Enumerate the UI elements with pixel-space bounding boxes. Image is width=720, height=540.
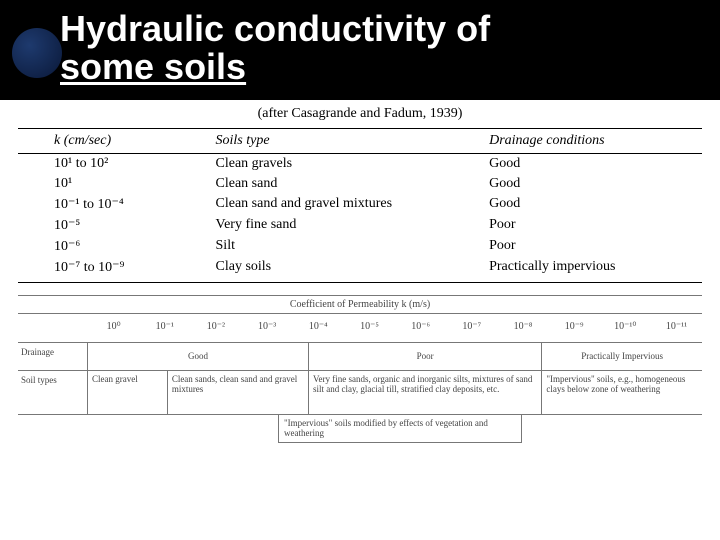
permeability-chart: Coefficient of Permeability k (m/s) 10⁰ … (18, 295, 702, 443)
soil-label: Soil types (18, 371, 88, 414)
lower-caption: Coefficient of Permeability k (m/s) (18, 295, 702, 314)
cell-k: 10⁻⁵ (18, 215, 210, 236)
title-line-2: some soils (60, 48, 700, 86)
soil-sands: Clean sands, clean sand and gravel mixtu… (168, 371, 309, 414)
cell-drain: Good (483, 174, 702, 194)
slide-header: Hydraulic conductivity of some soils (0, 0, 720, 100)
drain-good: Good (88, 343, 309, 370)
cell-soil: Clay soils (210, 257, 484, 283)
table-row: 10⁻⁵ Very fine sand Poor (18, 215, 702, 236)
scale-tick: 10⁻⁶ (395, 321, 446, 332)
scale-tick: 10⁻⁴ (293, 321, 344, 332)
cell-drain: Poor (483, 236, 702, 257)
scale-tick: 10⁻⁸ (497, 321, 548, 332)
cell-soil: Clean gravels (210, 154, 484, 175)
table-row: 10¹ to 10² Clean gravels Good (18, 154, 702, 175)
scale-tick: 10⁻⁵ (344, 321, 395, 332)
col-header-soil: Soils type (210, 129, 484, 154)
slide-content: (after Casagrande and Fadum, 1939) k (cm… (0, 100, 720, 451)
scale-row: 10⁰ 10⁻¹ 10⁻² 10⁻³ 10⁻⁴ 10⁻⁵ 10⁻⁶ 10⁻⁷ 1… (18, 317, 702, 343)
soil-band: Soil types Clean gravel Clean sands, cle… (18, 371, 702, 415)
table-caption: (after Casagrande and Fadum, 1939) (18, 106, 702, 122)
soil-impervious: "Impervious" soils, e.g., homogeneous cl… (542, 371, 702, 414)
drain-poor: Poor (309, 343, 542, 370)
weathering-note: "Impervious" soils modified by effects o… (278, 415, 522, 443)
cell-k: 10⁻¹ to 10⁻⁴ (18, 194, 210, 215)
slide-title: Hydraulic conductivity of some soils (60, 10, 700, 86)
drainage-cells: Good Poor Practically Impervious (88, 343, 702, 370)
cell-soil: Very fine sand (210, 215, 484, 236)
scale-tick: 10⁻² (190, 321, 241, 332)
cell-drain: Practically impervious (483, 257, 702, 283)
table-row: 10¹ Clean sand Good (18, 174, 702, 194)
scale-tick: 10⁻⁷ (446, 321, 497, 332)
soil-fine: Very fine sands, organic and inorganic s… (309, 371, 542, 414)
cell-drain: Good (483, 154, 702, 175)
cell-k: 10¹ to 10² (18, 154, 210, 175)
conductivity-table: k (cm/sec) Soils type Drainage condition… (18, 128, 702, 283)
cell-k: 10⁻⁶ (18, 236, 210, 257)
table-row: 10⁻⁷ to 10⁻⁹ Clay soils Practically impe… (18, 257, 702, 283)
cell-soil: Clean sand (210, 174, 484, 194)
scale-tick: 10⁻³ (242, 321, 293, 332)
cell-soil: Clean sand and gravel mixtures (210, 194, 484, 215)
table-row: 10⁻⁶ Silt Poor (18, 236, 702, 257)
col-header-k: k (cm/sec) (18, 129, 210, 154)
cell-drain: Good (483, 194, 702, 215)
cell-drain: Poor (483, 215, 702, 236)
cell-soil: Silt (210, 236, 484, 257)
drain-impervious: Practically Impervious (542, 343, 702, 370)
scale-tick: 10⁰ (88, 321, 139, 332)
soil-gravel: Clean gravel (88, 371, 168, 414)
drainage-band: Drainage Good Poor Practically Imperviou… (18, 343, 702, 371)
col-header-drain: Drainage conditions (483, 129, 702, 154)
cell-k: 10¹ (18, 174, 210, 194)
drainage-label: Drainage (18, 343, 88, 370)
soil-cells: Clean gravel Clean sands, clean sand and… (88, 371, 702, 414)
scale-tick: 10⁻⁹ (549, 321, 600, 332)
cell-k: 10⁻⁷ to 10⁻⁹ (18, 257, 210, 283)
scale-tick: 10⁻¹ (139, 321, 190, 332)
table-row: 10⁻¹ to 10⁻⁴ Clean sand and gravel mixtu… (18, 194, 702, 215)
scale-tick: 10⁻¹⁰ (600, 321, 651, 332)
scale-tick: 10⁻¹¹ (651, 321, 702, 332)
title-line-1: Hydraulic conductivity of (60, 10, 700, 48)
navy-circle-decoration (12, 28, 62, 78)
